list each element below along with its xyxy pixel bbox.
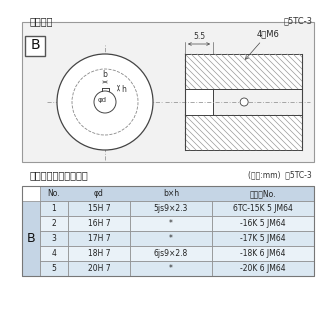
Bar [185, 89, 213, 115]
Text: 20H 7: 20H 7 [88, 264, 110, 273]
Text: 15H 7: 15H 7 [88, 204, 110, 213]
Text: 17H 7: 17H 7 [88, 234, 110, 243]
Text: (単位:mm)  表5TC-3: (単位:mm) 表5TC-3 [248, 170, 312, 179]
Text: *: * [169, 219, 173, 228]
Text: 軸穴形状コード一覧表: 軸穴形状コード一覧表 [30, 170, 89, 180]
Text: 1: 1 [52, 204, 56, 213]
Bar [130, 246, 212, 261]
Bar [40, 231, 68, 246]
Text: *: * [169, 234, 173, 243]
Bar [25, 36, 45, 56]
Text: φd: φd [94, 189, 104, 198]
Bar [40, 246, 68, 261]
Text: -18K 6 JM64: -18K 6 JM64 [240, 249, 286, 258]
Bar [185, 54, 302, 89]
Text: No.: No. [48, 189, 60, 198]
Circle shape [94, 91, 116, 113]
Bar [68, 216, 130, 231]
Text: 5: 5 [51, 264, 56, 273]
Text: 3: 3 [51, 234, 56, 243]
Bar [40, 216, 68, 231]
Text: 囵5TC-3: 囵5TC-3 [284, 16, 313, 25]
Text: 6js9×2.8: 6js9×2.8 [154, 249, 188, 258]
Bar [22, 201, 40, 276]
Bar [68, 201, 130, 216]
Text: *: * [169, 264, 173, 273]
Bar [68, 231, 130, 246]
Text: -17K 5 JM64: -17K 5 JM64 [240, 234, 286, 243]
Text: 5js9×2.3: 5js9×2.3 [154, 204, 188, 213]
Bar [130, 216, 212, 231]
Circle shape [57, 54, 153, 150]
Text: φd: φd [98, 97, 107, 103]
Bar [68, 261, 130, 276]
Bar [212, 201, 314, 216]
Text: 5.5: 5.5 [193, 32, 205, 41]
Text: 軸穴形状: 軸穴形状 [30, 16, 53, 26]
Text: 16H 7: 16H 7 [88, 219, 110, 228]
Bar [22, 186, 314, 276]
Text: 2: 2 [52, 219, 56, 228]
Text: -20K 6 JM64: -20K 6 JM64 [240, 264, 286, 273]
Bar [40, 186, 314, 201]
Text: h: h [122, 85, 126, 94]
Text: 4－M6: 4－M6 [245, 29, 280, 59]
Text: -16K 5 JM64: -16K 5 JM64 [240, 219, 286, 228]
Text: コードNo.: コードNo. [250, 189, 276, 198]
Text: b: b [103, 70, 108, 79]
Circle shape [240, 98, 248, 106]
Bar [130, 261, 212, 276]
Bar [185, 115, 302, 150]
Text: B: B [30, 38, 40, 52]
Bar [212, 216, 314, 231]
Text: b×h: b×h [163, 189, 179, 198]
Bar [212, 246, 314, 261]
Bar [40, 201, 68, 216]
Text: 18H 7: 18H 7 [88, 249, 110, 258]
Text: 6TC-15K 5 JM64: 6TC-15K 5 JM64 [233, 204, 293, 213]
Text: 4: 4 [51, 249, 56, 258]
Bar [40, 261, 68, 276]
Bar [212, 261, 314, 276]
Bar [68, 246, 130, 261]
Bar [130, 231, 212, 246]
Bar [22, 22, 314, 162]
Bar [130, 201, 212, 216]
Text: B: B [27, 232, 35, 245]
Bar [212, 231, 314, 246]
